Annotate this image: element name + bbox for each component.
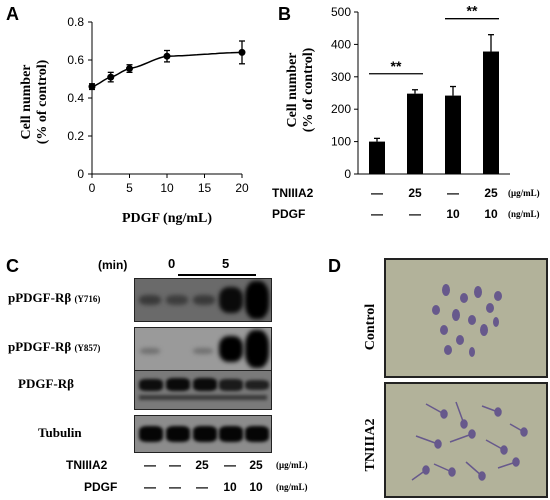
micrograph-tniiia2-image — [411, 401, 528, 481]
panel-letter-d: D — [328, 256, 341, 276]
chart-b-ylabel-line2: (% of control) — [301, 47, 316, 132]
blot-condition-cell: — — [196, 480, 208, 494]
chart-a-xlabel: PDGF (ng/mL) — [122, 211, 212, 226]
blot-pdgfrb — [134, 370, 272, 410]
chart-a-ylabel-line2: (% of control) — [35, 59, 50, 144]
blot-label-y857-name: pPDGF-Rβ — [8, 339, 72, 354]
chart-b-ytick-label: 100 — [331, 135, 351, 149]
blot-row-pdgf-unit: (ng/mL) — [276, 482, 308, 492]
chart-a-ytick-label: 0.2 — [67, 129, 84, 143]
chart-a-xtick-label: 5 — [126, 181, 133, 195]
chart-b-ytick-label: 400 — [331, 37, 351, 51]
chart-b-condition-cell: — — [409, 207, 421, 221]
chart-b-significance-label: ** — [467, 3, 478, 19]
blot-label-total: PDGF-Rβ — [18, 376, 74, 391]
chart-b-condition-cell: 10 — [446, 207, 460, 221]
chart-b-condition-table: TNIIIA2 PDGF — 25 — 25 — — 10 10 (μg/mL) (ng/mL… — [270, 186, 550, 226]
chart-a-ytick-label: 0.4 — [67, 91, 84, 105]
chart-a: Cell number (% of control) PDGF (ng/mL) … — [19, 15, 249, 226]
panel-letter-b: B — [278, 4, 291, 24]
chart-b-ylabel-line1: Cell number — [285, 52, 300, 127]
blot-y857 — [134, 327, 272, 371]
chart-a-xtick-label: 20 — [235, 181, 249, 195]
chart-b-condition-cell: — — [371, 186, 383, 200]
blot-condition-cell: — — [144, 480, 156, 494]
chart-b-row-tniiia2-label: TNIIIA2 — [272, 186, 314, 200]
chart-b-row-pdgf-unit: (ng/mL) — [508, 209, 540, 219]
blot-row-tniiia2-unit: (μg/mL) — [276, 460, 308, 470]
blot-label-y857-site: (Y857) — [74, 343, 101, 353]
micrograph-control — [384, 258, 548, 378]
chart-b-bar — [445, 95, 461, 174]
chart-b-bar — [369, 141, 385, 174]
time-five: 5 — [222, 256, 230, 271]
blot-condition-table: TNIIIA2 PDGF — — 25 — 25 — — — 10 10 (μg/mL) (ng/… — [0, 456, 330, 500]
blot-condition-cell: — — [144, 458, 156, 472]
chart-a-xtick-label: 0 — [89, 181, 96, 195]
chart-a-point — [163, 52, 171, 60]
chart-b-bar — [483, 51, 499, 174]
blot-row-pdgf-label: PDGF — [84, 480, 118, 494]
chart-b-row-tniiia2-unit: (μg/mL) — [508, 188, 540, 198]
chart-b-row-pdgf-label: PDGF — [272, 207, 306, 221]
blot-condition-cell: 10 — [223, 480, 237, 494]
chart-b-ytick-label: 500 — [331, 5, 351, 19]
blot-label-y716-site: (Y716) — [74, 294, 101, 304]
chart-a-point — [238, 48, 246, 56]
chart-a-point — [126, 65, 133, 73]
blot-condition-cell: — — [169, 458, 181, 472]
blot-row-tniiia2-label: TNIIIA2 — [66, 458, 108, 472]
micrograph-control-image — [432, 284, 502, 357]
micrograph-label-control: Control — [363, 303, 378, 351]
chart-a-ytick-label: 0.6 — [67, 53, 84, 67]
chart-b-bar — [407, 93, 423, 174]
chart-a-point — [107, 73, 115, 81]
blot-y716 — [134, 278, 272, 322]
chart-b-ytick-label: 300 — [331, 70, 351, 84]
chart-b-condition-cell: 25 — [408, 186, 422, 200]
blot-tubulin — [134, 415, 272, 453]
blot-label-y716-name: pPDGF-Rβ — [8, 290, 72, 305]
blot-label-y716: pPDGF-Rβ (Y716) — [8, 290, 100, 306]
chart-b-condition-cell: 25 — [484, 186, 498, 200]
chart-b-ytick-label: 0 — [344, 167, 351, 181]
blot-condition-cell: — — [224, 458, 236, 472]
panel-letter-a: A — [6, 4, 19, 24]
chart-b: Cell number (% of control) 0 100 200 300 400… — [285, 3, 510, 181]
time-label: (min) — [98, 258, 128, 272]
chart-a-ylabel-line1: Cell number — [19, 64, 34, 139]
time-bar — [178, 274, 256, 276]
blot-condition-cell: — — [169, 480, 181, 494]
chart-a-ytick-label: 0 — [77, 167, 84, 181]
chart-b-condition-cell: 10 — [484, 207, 498, 221]
micrograph-label-tniiia2: TNIIIA2 — [363, 418, 378, 472]
blot-condition-cell: 10 — [249, 480, 263, 494]
blot-label-tubulin: Tubulin — [38, 425, 82, 440]
chart-a-xtick-label: 10 — [160, 181, 174, 195]
micrograph-tniiia2 — [384, 382, 548, 498]
chart-b-ytick-label: 200 — [331, 102, 351, 116]
panel-letter-c: C — [6, 256, 19, 276]
blot-condition-cell: 25 — [195, 458, 209, 472]
blot-condition-cell: 25 — [249, 458, 263, 472]
chart-b-condition-cell: — — [371, 207, 383, 221]
time-zero: 0 — [168, 256, 176, 271]
chart-a-point — [88, 83, 96, 91]
chart-b-significance-label: ** — [391, 58, 402, 74]
blot-label-y857: pPDGF-Rβ (Y857) — [8, 339, 100, 355]
chart-a-xtick-label: 15 — [198, 181, 212, 195]
chart-a-ytick-label: 0.8 — [67, 15, 84, 29]
chart-b-condition-cell: — — [447, 186, 459, 200]
